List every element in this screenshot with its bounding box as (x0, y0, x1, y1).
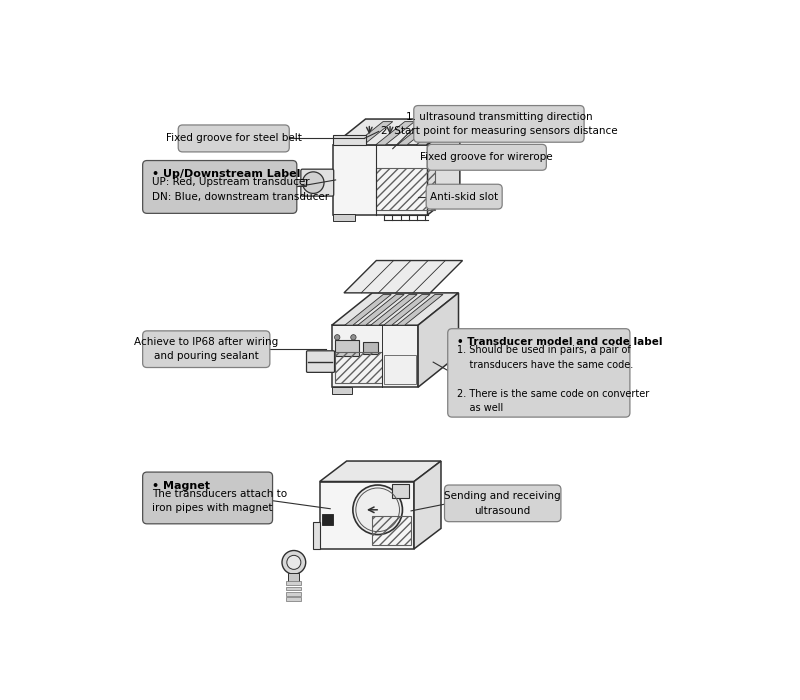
Text: • Magnet: • Magnet (152, 481, 210, 491)
FancyBboxPatch shape (332, 386, 352, 393)
Circle shape (334, 335, 340, 340)
Text: Fixed groove for steel belt: Fixed groove for steel belt (166, 134, 302, 143)
FancyBboxPatch shape (142, 160, 297, 214)
FancyBboxPatch shape (427, 144, 546, 170)
Circle shape (353, 485, 402, 535)
FancyBboxPatch shape (286, 597, 302, 601)
Polygon shape (416, 122, 455, 145)
Text: 1. ultrasound transmitting direction
2. Start point for measuring sensors distan: 1. ultrasound transmitting direction 2. … (381, 112, 618, 136)
Polygon shape (376, 122, 414, 145)
FancyBboxPatch shape (362, 342, 378, 354)
Text: Anti-skid slot: Anti-skid slot (430, 192, 498, 202)
FancyBboxPatch shape (393, 484, 409, 498)
Polygon shape (383, 295, 430, 326)
Polygon shape (320, 461, 441, 482)
FancyBboxPatch shape (142, 472, 273, 524)
FancyBboxPatch shape (334, 340, 358, 356)
Text: • Transducer model and code label: • Transducer model and code label (458, 337, 663, 347)
Text: • Up/Downstream Label: • Up/Downstream Label (152, 169, 301, 179)
Bar (322, 514, 333, 525)
FancyBboxPatch shape (320, 482, 414, 549)
FancyBboxPatch shape (333, 214, 354, 221)
FancyBboxPatch shape (448, 329, 630, 417)
Polygon shape (418, 293, 458, 387)
Polygon shape (398, 122, 436, 145)
Text: Achieve to IP68 after wiring
and pouring sealant: Achieve to IP68 after wiring and pouring… (134, 337, 278, 361)
FancyBboxPatch shape (426, 184, 502, 209)
FancyBboxPatch shape (289, 573, 299, 584)
Polygon shape (358, 295, 404, 326)
Polygon shape (333, 135, 366, 145)
FancyBboxPatch shape (445, 485, 561, 522)
Polygon shape (354, 122, 393, 145)
Polygon shape (332, 293, 458, 326)
FancyBboxPatch shape (314, 522, 320, 549)
Circle shape (350, 335, 356, 340)
FancyBboxPatch shape (306, 351, 334, 372)
Circle shape (302, 172, 324, 193)
FancyBboxPatch shape (383, 356, 417, 384)
Polygon shape (427, 119, 460, 215)
FancyBboxPatch shape (332, 326, 418, 387)
Text: UP: Red, Upstream transducer
DN: Blue, downstream transducer: UP: Red, Upstream transducer DN: Blue, d… (152, 177, 330, 202)
Polygon shape (345, 295, 391, 326)
Text: 1. Should be used in pairs, a pair of
    transducers have the same code.

2. Th: 1. Should be used in pairs, a pair of tr… (458, 345, 650, 413)
Polygon shape (344, 260, 462, 293)
FancyBboxPatch shape (178, 125, 290, 152)
Text: Sending and receiving
ultrasound: Sending and receiving ultrasound (444, 491, 561, 515)
FancyBboxPatch shape (301, 169, 334, 196)
Polygon shape (333, 119, 460, 145)
FancyBboxPatch shape (286, 587, 302, 590)
Text: The transducers attach to
iron pipes with magnet: The transducers attach to iron pipes wit… (152, 489, 287, 513)
FancyBboxPatch shape (414, 106, 584, 142)
Text: Fixed groove for wirerope: Fixed groove for wirerope (421, 153, 553, 162)
Polygon shape (370, 295, 417, 326)
FancyBboxPatch shape (142, 331, 270, 368)
Polygon shape (397, 295, 443, 326)
FancyBboxPatch shape (333, 145, 427, 215)
Polygon shape (414, 461, 441, 549)
FancyBboxPatch shape (286, 592, 302, 596)
FancyBboxPatch shape (286, 581, 302, 585)
Circle shape (287, 555, 301, 569)
FancyBboxPatch shape (294, 179, 306, 186)
Circle shape (282, 550, 306, 574)
